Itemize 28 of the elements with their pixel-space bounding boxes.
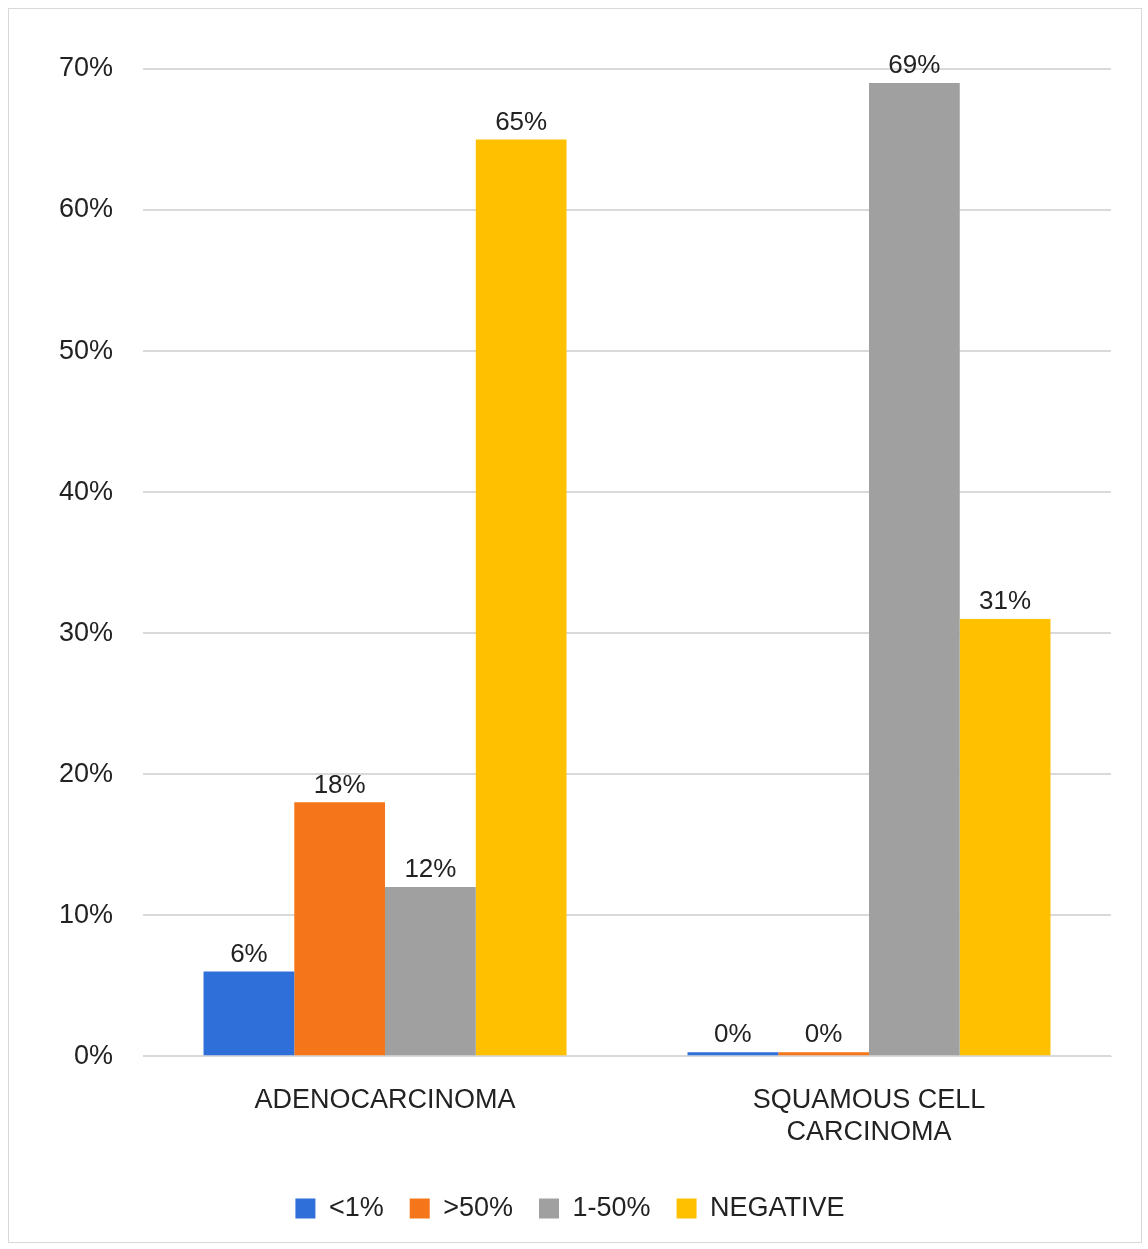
- data-label: 0%: [804, 1018, 843, 1049]
- data-label: 69%: [888, 49, 941, 80]
- data-label: 18%: [313, 768, 366, 799]
- legend-label: <1%: [328, 1191, 384, 1222]
- bar: [294, 802, 386, 1056]
- bar: [385, 886, 476, 1056]
- data-label: 12%: [404, 853, 457, 884]
- y-tick-label: 30%: [58, 616, 114, 647]
- data-label: 65%: [495, 105, 548, 136]
- legend-label: >50%: [443, 1191, 514, 1222]
- bar: [475, 139, 567, 1056]
- y-tick-label: 70%: [58, 52, 114, 83]
- y-tick-label: 20%: [58, 757, 114, 788]
- x-tick-label: ADENOCARCINOMA: [254, 1083, 516, 1114]
- bar: [869, 83, 960, 1056]
- y-tick-label: 40%: [58, 475, 114, 506]
- bar: [203, 971, 295, 1056]
- y-tick-label: 10%: [58, 898, 114, 929]
- legend-label: 1-50%: [572, 1191, 651, 1222]
- bar: [959, 619, 1051, 1056]
- data-label: 0%: [714, 1018, 752, 1049]
- y-tick-label: 0%: [74, 1039, 114, 1070]
- data-label: 31%: [979, 585, 1032, 616]
- data-label: 6%: [230, 937, 268, 968]
- legend-label: NEGATIVE: [710, 1191, 845, 1222]
- y-tick-label: 50%: [58, 334, 114, 365]
- x-tick-label: SQUAMOUS CELL CARCINOMA: [752, 1083, 986, 1147]
- y-tick-label: 60%: [58, 193, 114, 224]
